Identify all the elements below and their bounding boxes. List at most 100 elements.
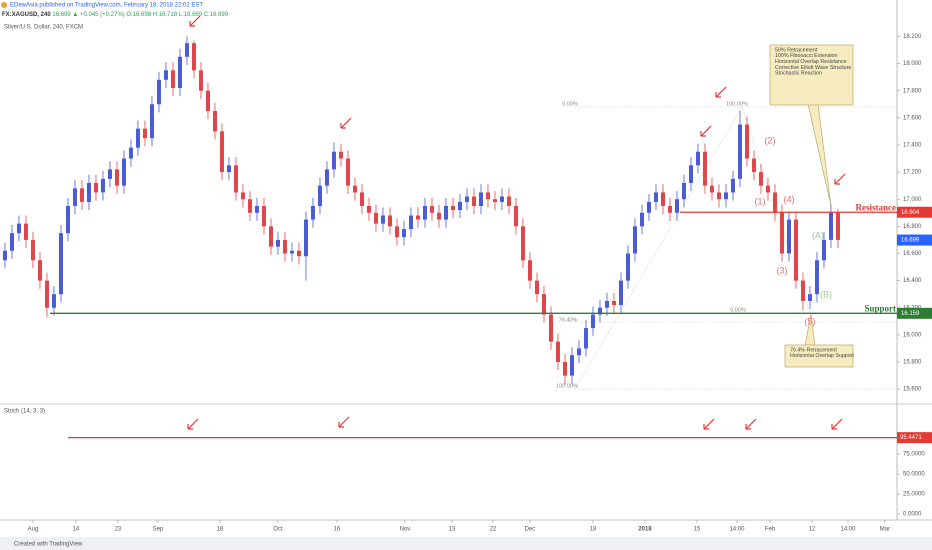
candle-body <box>58 233 63 295</box>
candle-body <box>415 215 420 220</box>
candle-body <box>72 188 77 206</box>
candle-body <box>576 348 581 356</box>
candle-body <box>296 250 301 257</box>
x-tick-label: 18 <box>590 527 597 533</box>
candle-body <box>135 128 140 148</box>
candle-body <box>751 158 756 173</box>
candle-body <box>317 185 322 206</box>
candle-body <box>709 185 714 193</box>
x-tick-label: 14:00 <box>840 527 856 533</box>
candle-body <box>247 199 252 213</box>
candle-body <box>65 206 70 234</box>
candle-body <box>198 70 203 91</box>
candle-body <box>590 314 595 329</box>
x-tick-label: 12 <box>809 527 816 533</box>
y-tick-label: 16.000 <box>903 332 922 338</box>
y-tick-label: 16.800 <box>903 224 922 230</box>
candle-body <box>492 199 497 202</box>
y-tick-label: 17.600 <box>903 115 922 121</box>
candle-body <box>716 192 721 200</box>
callout-text: 76.4% Retracement <box>790 347 837 353</box>
candle-body <box>170 70 175 88</box>
arrow <box>703 418 715 430</box>
y-tick-label: 18.000 <box>903 61 922 67</box>
x-tick-label: 13 <box>449 527 456 533</box>
candle-body <box>9 233 14 251</box>
x-tick-label: Oct <box>273 527 283 533</box>
candle-body <box>219 131 224 173</box>
callout-shapes <box>769 44 854 368</box>
price-label-box <box>897 206 932 218</box>
x-tick-label: Sep <box>153 527 164 533</box>
wave-label: (B) <box>820 289 832 299</box>
candle-body <box>359 192 364 206</box>
y-tick-label: 17.200 <box>903 170 922 176</box>
x-tick-label: Mar <box>880 527 890 533</box>
symbol: FX:XAGUSD, 240 <box>2 12 51 18</box>
footer-bar <box>0 537 932 550</box>
candle-body <box>737 124 742 179</box>
candle-body <box>688 165 693 183</box>
y-tick-label: 25.0000 <box>903 492 925 498</box>
candle-body <box>667 206 672 213</box>
candle-body <box>310 206 315 220</box>
candle-body <box>324 169 329 186</box>
candle-body <box>471 196 476 206</box>
candle-body <box>401 229 406 238</box>
candle-body <box>114 169 119 186</box>
quote: 16.699 ▲ +0.045 (+0.27%) <box>52 12 124 18</box>
candle-body <box>562 362 567 376</box>
candle-body <box>261 206 266 227</box>
candle-body <box>30 239 35 261</box>
candle-body <box>142 128 147 139</box>
candle-body <box>520 226 525 261</box>
candle-body <box>548 314 553 342</box>
candle-body <box>457 201 462 211</box>
candle-body <box>660 192 665 206</box>
y-tick-label: 17.400 <box>903 143 922 149</box>
candle-body <box>569 355 574 376</box>
fib-label: 0.00% <box>730 307 746 313</box>
candle-body <box>793 219 798 281</box>
candle-body <box>394 226 399 238</box>
x-tick-label: 23 <box>115 527 122 533</box>
stoch-level-label: 95.4471 <box>900 435 922 441</box>
symbol-line: FX:XAGUSD, 240 16.699 ▲ +0.045 (+0.27%) … <box>2 12 229 18</box>
candle-body <box>37 260 42 281</box>
candle-body <box>373 212 378 224</box>
candle-body <box>2 250 7 261</box>
x-tick-label: 14:00 <box>729 527 745 533</box>
candle-body <box>191 43 196 71</box>
fib-label: 76.40% <box>559 317 578 323</box>
candle-body <box>450 206 455 211</box>
arrow <box>834 173 846 185</box>
candle-body <box>100 178 105 193</box>
arrow <box>745 418 757 430</box>
wave-label: (A) <box>812 230 824 240</box>
callout-text: Horizontal Overlap Resistance <box>775 59 847 65</box>
avatar <box>1 2 7 8</box>
wave-label: (3) <box>777 265 788 275</box>
candle-body <box>184 43 189 57</box>
candle-body <box>352 185 357 193</box>
candle-body <box>226 165 231 173</box>
arrow <box>340 117 352 129</box>
callout-text: Stochastic Reaction <box>775 71 822 77</box>
candle-body <box>443 206 448 220</box>
callout-text: Horizontal Overlap Support <box>790 353 854 359</box>
candle-body <box>632 226 637 254</box>
x-tick-label: 22 <box>490 527 497 533</box>
candle-body <box>744 124 749 159</box>
candle-body <box>464 196 469 202</box>
y-tick-label: 0.0000 <box>903 512 922 518</box>
candle-body <box>478 192 483 206</box>
fib-trend <box>574 106 743 390</box>
candle-body <box>786 219 791 254</box>
candle-body <box>541 294 546 315</box>
candle-body <box>653 192 658 202</box>
arrow <box>189 15 201 27</box>
candle-body <box>807 294 812 301</box>
candle-body <box>254 206 259 213</box>
candle-body <box>597 307 602 315</box>
